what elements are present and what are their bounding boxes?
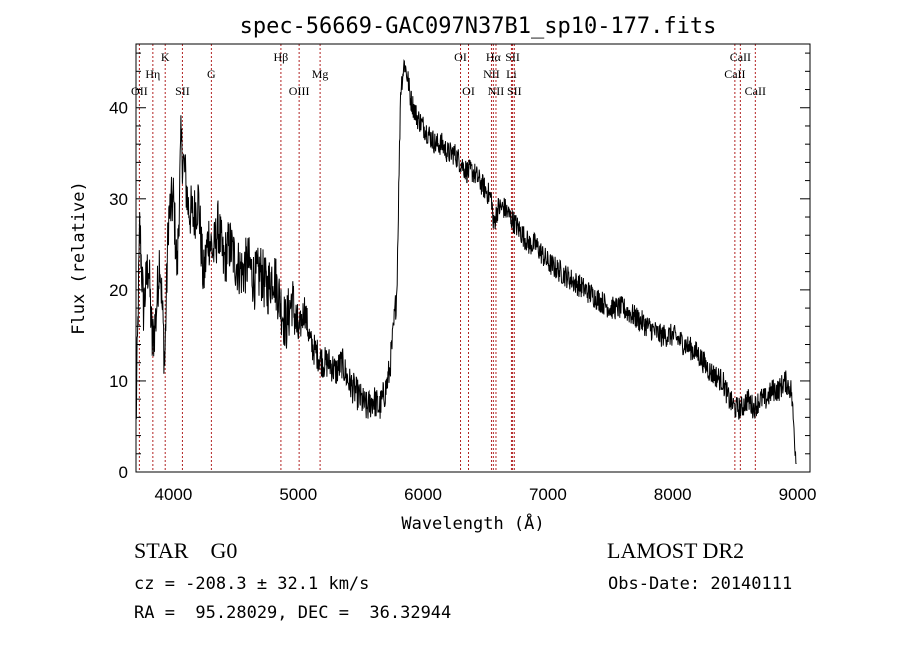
- spectral-line-label: Hα: [486, 50, 502, 64]
- x-axis-label: Wavelength (Å): [401, 512, 544, 534]
- survey-label: LAMOST DR2: [607, 538, 745, 563]
- spectral-line-label: NII: [488, 84, 505, 98]
- x-tick-label: 8000: [654, 485, 692, 504]
- y-tick-label: 10: [109, 372, 128, 391]
- spectral-line-label: SII: [507, 84, 522, 98]
- spectrum-line: [135, 59, 797, 465]
- axis-ticks: [136, 52, 810, 473]
- x-tick-label: 9000: [779, 485, 817, 504]
- object-class-label: STAR G0: [134, 538, 238, 563]
- spectral-line-label: OI: [462, 84, 475, 98]
- spectral-line-label: CaII: [730, 50, 751, 64]
- spectral-line-label: G: [207, 67, 216, 81]
- spectral-line-label: CaII: [724, 67, 745, 81]
- y-tick-labels: 0 10 20 30 40: [109, 99, 128, 482]
- x-tick-label: 6000: [404, 485, 442, 504]
- x-tick-label: 4000: [155, 485, 193, 504]
- y-axis-label: Flux (relative): [69, 181, 89, 335]
- x-tick-label: 7000: [529, 485, 567, 504]
- spectral-line-label: CaII: [745, 84, 766, 98]
- spectral-line-label: OII: [131, 84, 148, 98]
- spectral-line-label: OI: [454, 50, 467, 64]
- y-tick-label: 30: [109, 190, 128, 209]
- spectral-line-label: Li: [506, 67, 517, 81]
- spectral-line-markers: [138, 44, 756, 472]
- redshift-label: cz = -208.3 ± 32.1 km/s: [134, 574, 370, 594]
- x-tick-label: 5000: [279, 485, 317, 504]
- x-tick-labels: 4000 5000 6000 7000 8000 9000: [155, 485, 817, 504]
- spectral-line-label: Mg: [312, 67, 329, 81]
- y-tick-label: 20: [109, 281, 128, 300]
- spectral-line-labels: OIIHηKSIIGHβOIIIMgOIOIHαNIINIISIILiSIICa…: [131, 50, 766, 98]
- spectral-line-label: OIII: [289, 84, 310, 98]
- spectral-line-label: NII: [483, 67, 500, 81]
- plot-frame: [135, 43, 811, 473]
- spectral-line-label: SII: [505, 50, 520, 64]
- spectral-line-label: SII: [175, 84, 190, 98]
- spectral-line-label: Hβ: [274, 50, 289, 64]
- observation-date-label: Obs-Date: 20140111: [608, 574, 793, 594]
- y-tick-label: 0: [119, 463, 128, 482]
- spectral-line-label: Hη: [145, 67, 160, 81]
- chart-title: spec-56669-GAC097N37B1_sp10-177.fits: [240, 14, 717, 39]
- coordinates-label: RA = 95.28029, DEC = 36.32944: [134, 603, 452, 623]
- y-tick-label: 40: [109, 99, 128, 118]
- spectral-line-label: K: [161, 50, 170, 64]
